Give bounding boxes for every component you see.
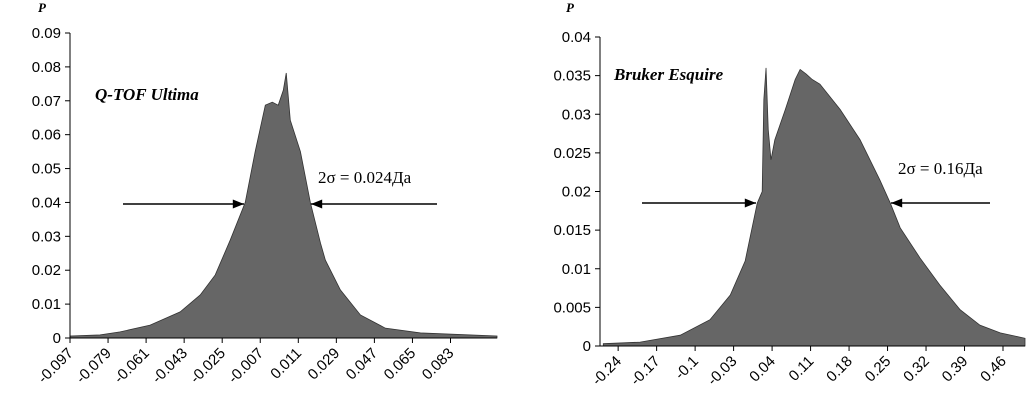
x-tick-label: 0.25	[862, 353, 895, 386]
x-tick-label: -0.025	[187, 345, 229, 387]
x-tick-label: 0.011	[267, 345, 305, 383]
x-tick-label: -0.061	[111, 345, 153, 387]
x-tick-label: 0.11	[786, 353, 818, 385]
x-tick-label: 0.46	[977, 353, 1010, 386]
x-tick-label: -0.24	[589, 353, 625, 389]
area	[602, 67, 1026, 347]
x-tick-label: 0.047	[343, 345, 382, 384]
y-tick-label: 0.025	[553, 145, 591, 162]
annotation: Q-TOF Ultima	[95, 85, 199, 104]
y-tick-label: 0.07	[32, 93, 61, 110]
x-tick-label: 0.18	[823, 353, 856, 386]
x-tick-label: -0.1	[672, 353, 702, 383]
x-tick-label: 0.32	[900, 353, 933, 386]
arrows	[123, 198, 990, 209]
x-tick-label: -0.03	[704, 353, 740, 389]
area	[69, 72, 498, 339]
y-tick-label: 0.06	[32, 127, 61, 144]
y-tick-label: 0.03	[32, 228, 61, 245]
x-tick-label: 0.029	[305, 345, 344, 384]
x-tick-label: 0.083	[419, 345, 458, 384]
x-tick-label: 0.39	[939, 353, 972, 386]
x-tick-label: -0.007	[225, 345, 267, 387]
annotation: 2σ = 0.024Да	[318, 168, 412, 187]
y-axis-label: P	[566, 0, 575, 15]
y-tick-label: 0.09	[32, 25, 61, 42]
y-tick-label: 0.04	[32, 194, 61, 211]
annotation: Bruker Esquire	[613, 65, 724, 84]
y-tick-label: 0.01	[32, 296, 61, 313]
x-tick-label: -0.17	[627, 353, 663, 389]
y-tick-label: 0.01	[562, 261, 591, 278]
y-tick-label: 0.04	[562, 29, 591, 46]
y-tick-label: 0.015	[553, 222, 591, 239]
y-tick-label: 0	[583, 338, 591, 355]
y-tick-label: 0	[53, 330, 61, 347]
annotation: 2σ = 0.16Да	[898, 159, 983, 178]
x-tick-label: 0.04	[746, 353, 779, 386]
y-tick-label: 0.02	[562, 184, 591, 201]
y-tick-label: 0.005	[553, 299, 591, 316]
x-tick-label: -0.043	[149, 345, 191, 387]
y-tick-label: 0.035	[553, 68, 591, 85]
x-tick-label: -0.097	[35, 345, 77, 387]
y-axis-label: P	[38, 0, 47, 15]
y-tick-label: 0.05	[32, 161, 61, 178]
y-tick-label: 0.02	[32, 262, 61, 279]
y-tick-label: 0.08	[32, 59, 61, 76]
x-tick-label: -0.079	[73, 345, 115, 387]
y-tick-label: 0.03	[562, 106, 591, 123]
x-tick-label: 0.065	[381, 345, 420, 384]
